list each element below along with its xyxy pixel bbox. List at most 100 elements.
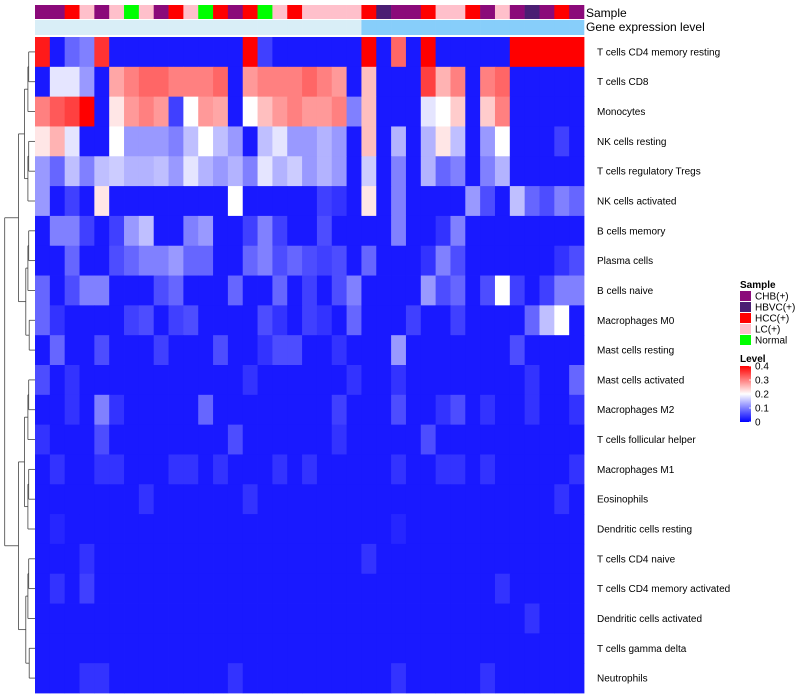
heatmap-cell [316,663,333,694]
heatmap-cell [465,365,481,396]
row-label: B cells naive [597,286,654,297]
heatmap-cell [183,394,199,426]
heatmap-cell [124,663,140,694]
heatmap-cell [124,305,140,336]
heatmap-cell [198,126,214,157]
heatmap-cell [391,66,407,98]
expression-annotation-cell [331,20,347,35]
heatmap-cell [35,603,51,634]
heatmap-cell [213,245,229,276]
heatmap-cell [168,365,184,396]
heatmap-cell [539,96,555,127]
heatmap-cell [302,96,318,127]
heatmap-cell [450,424,466,455]
heatmap-cell [405,603,422,634]
heatmap-cell [554,186,570,217]
heatmap-cell [509,663,526,694]
heatmap-cell [198,156,214,187]
heatmap-cell [450,215,466,247]
heatmap-cell [420,543,437,575]
heatmap-cell [346,514,362,545]
heatmap-cell [124,37,140,68]
heatmap-cell [153,394,169,426]
heatmap-cell [272,543,288,575]
sample-annotation-cell [554,5,570,19]
heatmap-cell [554,305,570,336]
heatmap-cell [331,335,347,366]
heatmap-cell [361,126,377,157]
heatmap-cell [509,633,526,664]
heatmap-cell [109,514,125,545]
heatmap-cell [49,305,66,336]
heatmap-cell [494,514,511,545]
heatmap-cell [316,186,333,217]
heatmap-cell [480,663,496,694]
annotation-bars [35,5,585,35]
heatmap-cell [79,514,95,545]
heatmap-cell [494,573,511,604]
heatmap-cell [302,37,318,68]
row-label: Mast cells resting [597,346,674,357]
sample-annotation-cell [94,5,110,19]
heatmap-cell [227,454,244,485]
heatmap-cell [450,66,466,98]
heatmap-cell [153,126,169,157]
row-label: Monocytes [597,107,645,118]
heatmap-cell [49,573,66,604]
sample-legend-swatch [740,324,751,334]
heatmap-cell [49,186,66,217]
heatmap-cell [242,603,258,634]
heatmap-cell [153,335,169,366]
sample-annotation-cell [242,5,258,19]
heatmap-cell [79,66,95,98]
heatmap-cell [198,96,214,127]
heatmap-cell [316,156,333,187]
heatmap-cell [35,66,51,98]
heatmap-cell [124,633,140,664]
heatmap-cell [465,335,481,366]
heatmap-cell [168,37,184,68]
heatmap-cell [287,126,303,157]
heatmap-cell [198,394,214,426]
heatmap-cell [450,543,466,575]
heatmap-cell [316,484,333,515]
heatmap-cell [257,156,273,187]
heatmap-cell [124,335,140,366]
heatmap-cell [346,633,362,664]
heatmap-cell [94,454,110,485]
heatmap-cell [346,603,362,634]
heatmap-cell [109,245,125,276]
row-label: T cells CD4 naive [597,554,676,565]
heatmap-cell [450,394,466,426]
heatmap-cell [257,186,273,217]
heatmap-cell [420,156,437,187]
heatmap-cell [376,424,392,455]
heatmap-cell [361,305,377,336]
heatmap-cell [64,454,80,485]
heatmap-cell [361,603,377,634]
heatmap-cell [109,424,125,455]
heatmap-cell [287,156,303,187]
heatmap-cell [287,573,303,604]
heatmap-cell [138,454,155,485]
heatmap-cell [183,126,199,157]
heatmap-cell [524,394,540,426]
heatmap-cell [109,96,125,127]
heatmap-cell [138,37,155,68]
heatmap-cell [331,663,347,694]
heatmap-cell [183,275,199,306]
heatmap-cell [331,126,347,157]
heatmap-cell [64,394,80,426]
heatmap-cell [227,96,244,127]
row-label: T cells CD4 memory activated [597,584,730,595]
heatmap-cell [168,633,184,664]
heatmap-cell [213,96,229,127]
heatmap-cell [331,424,347,455]
heatmap-cell [480,633,496,664]
heatmap-cell [405,514,422,545]
heatmap-cell [569,514,585,545]
heatmap-cell [405,633,422,664]
heatmap-cell [257,245,273,276]
heatmap-cell [435,514,451,545]
heatmap-cell [494,96,511,127]
